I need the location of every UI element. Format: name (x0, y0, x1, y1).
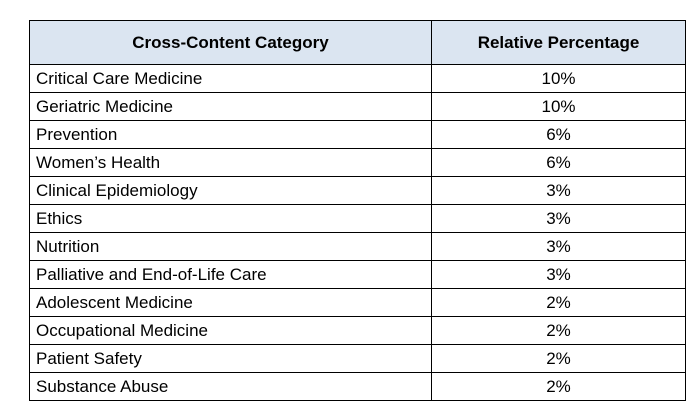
category-cell: Clinical Epidemiology (29, 176, 432, 205)
table-row: Occupational Medicine 2% (29, 316, 686, 345)
percentage-cell: 3% (431, 260, 686, 289)
table-row: Women’s Health 6% (29, 148, 686, 177)
category-cell: Prevention (29, 120, 432, 149)
percentage-cell: 3% (431, 204, 686, 233)
category-cell: Geriatric Medicine (29, 92, 432, 121)
table-row: Substance Abuse 2% (29, 372, 686, 401)
category-cell: Women’s Health (29, 148, 432, 177)
category-cell: Adolescent Medicine (29, 288, 432, 317)
category-cell: Substance Abuse (29, 372, 432, 401)
table-header-row: Cross-Content Category Relative Percenta… (29, 20, 686, 65)
table-row: Geriatric Medicine 10% (29, 92, 686, 121)
percentage-cell: 2% (431, 372, 686, 401)
percentage-cell: 2% (431, 288, 686, 317)
percentage-cell: 6% (431, 120, 686, 149)
cross-content-table: Cross-Content Category Relative Percenta… (29, 20, 686, 401)
category-cell: Occupational Medicine (29, 316, 432, 345)
percentage-cell: 3% (431, 232, 686, 261)
percentage-cell: 2% (431, 316, 686, 345)
percentage-cell: 2% (431, 344, 686, 373)
table-row: Critical Care Medicine 10% (29, 64, 686, 93)
category-cell: Ethics (29, 204, 432, 233)
table-row: Palliative and End-of-Life Care 3% (29, 260, 686, 289)
category-cell: Palliative and End-of-Life Care (29, 260, 432, 289)
category-cell: Critical Care Medicine (29, 64, 432, 93)
table-row: Ethics 3% (29, 204, 686, 233)
percentage-cell: 10% (431, 92, 686, 121)
header-category: Cross-Content Category (29, 20, 432, 65)
table-row: Patient Safety 2% (29, 344, 686, 373)
cross-content-table-container: Cross-Content Category Relative Percenta… (29, 20, 686, 401)
table-row: Prevention 6% (29, 120, 686, 149)
table-row: Adolescent Medicine 2% (29, 288, 686, 317)
table-row: Clinical Epidemiology 3% (29, 176, 686, 205)
percentage-cell: 3% (431, 176, 686, 205)
category-cell: Nutrition (29, 232, 432, 261)
table-row: Nutrition 3% (29, 232, 686, 261)
category-cell: Patient Safety (29, 344, 432, 373)
header-percentage: Relative Percentage (431, 20, 686, 65)
percentage-cell: 6% (431, 148, 686, 177)
percentage-cell: 10% (431, 64, 686, 93)
